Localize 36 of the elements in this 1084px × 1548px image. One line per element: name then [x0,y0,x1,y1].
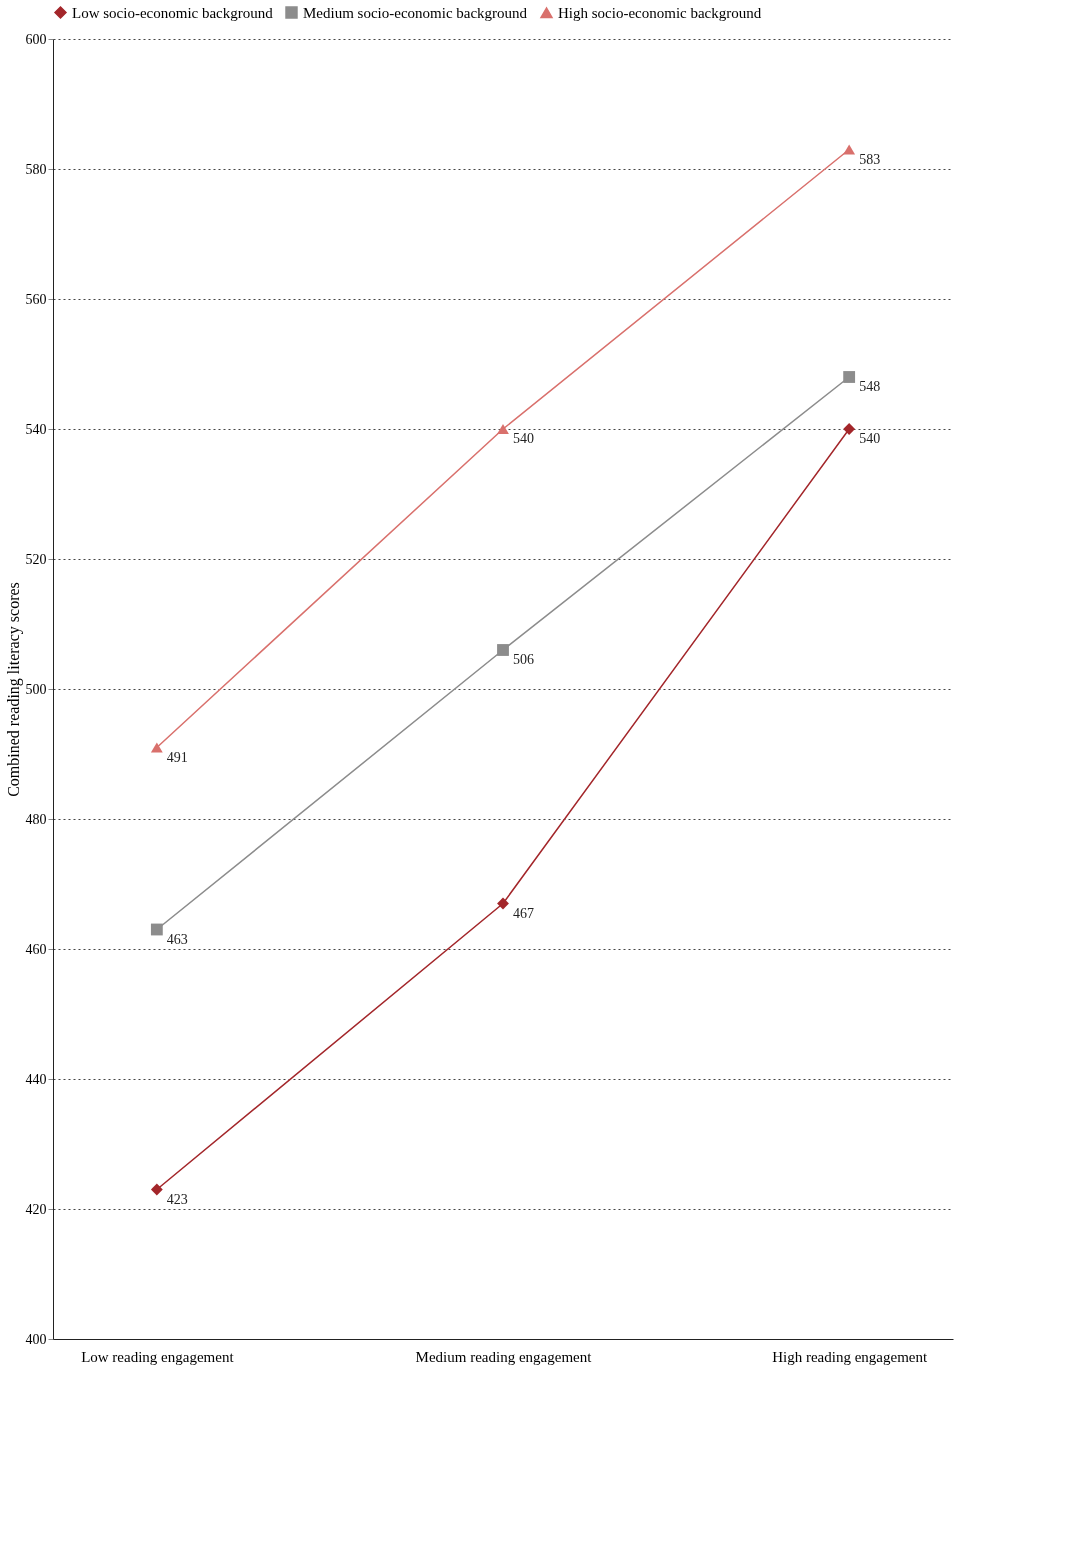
data-label: 463 [166,931,188,947]
y-tick-label: 560 [25,291,47,307]
legend-label: High socio-economic background [558,4,762,21]
data-label: 540 [859,431,881,446]
point [497,423,509,435]
y-tick-label: 540 [25,421,47,437]
y-tick-label: 520 [25,551,47,567]
y-tick-label: 420 [25,1201,47,1217]
y-tick-label: 480 [25,811,47,827]
point [150,742,163,753]
data-label: 467 [513,905,534,921]
y-tick-label: 600 [25,31,47,47]
y-tick-label: 440 [25,1071,47,1087]
y-tick-label: 580 [25,161,47,177]
y-tick-label: 460 [25,941,47,957]
y-tick-label: 500 [25,681,47,697]
data-label: 506 [513,652,534,667]
data-label: 423 [166,1191,188,1207]
legend-label: Medium socio-economic background [303,4,528,21]
point [150,1183,163,1196]
legend-label: Low socio-economic background [72,4,274,21]
x-tick-label: Low reading engagement [81,1348,235,1365]
data-label: 548 [859,379,881,394]
point [150,923,163,936]
x-tick-label: Medium reading engagement [415,1348,593,1365]
x-tick-label: High reading engagement [772,1348,928,1365]
point [497,897,509,910]
y-tick-label: 400 [25,1331,47,1347]
point [497,644,509,656]
y-axis-title: Combined reading literacy scores [4,582,23,797]
point [843,423,856,435]
point [843,144,856,155]
data-label: 491 [166,749,188,765]
point [843,371,856,383]
data-label: 540 [513,431,534,446]
data-label: 583 [859,151,881,167]
